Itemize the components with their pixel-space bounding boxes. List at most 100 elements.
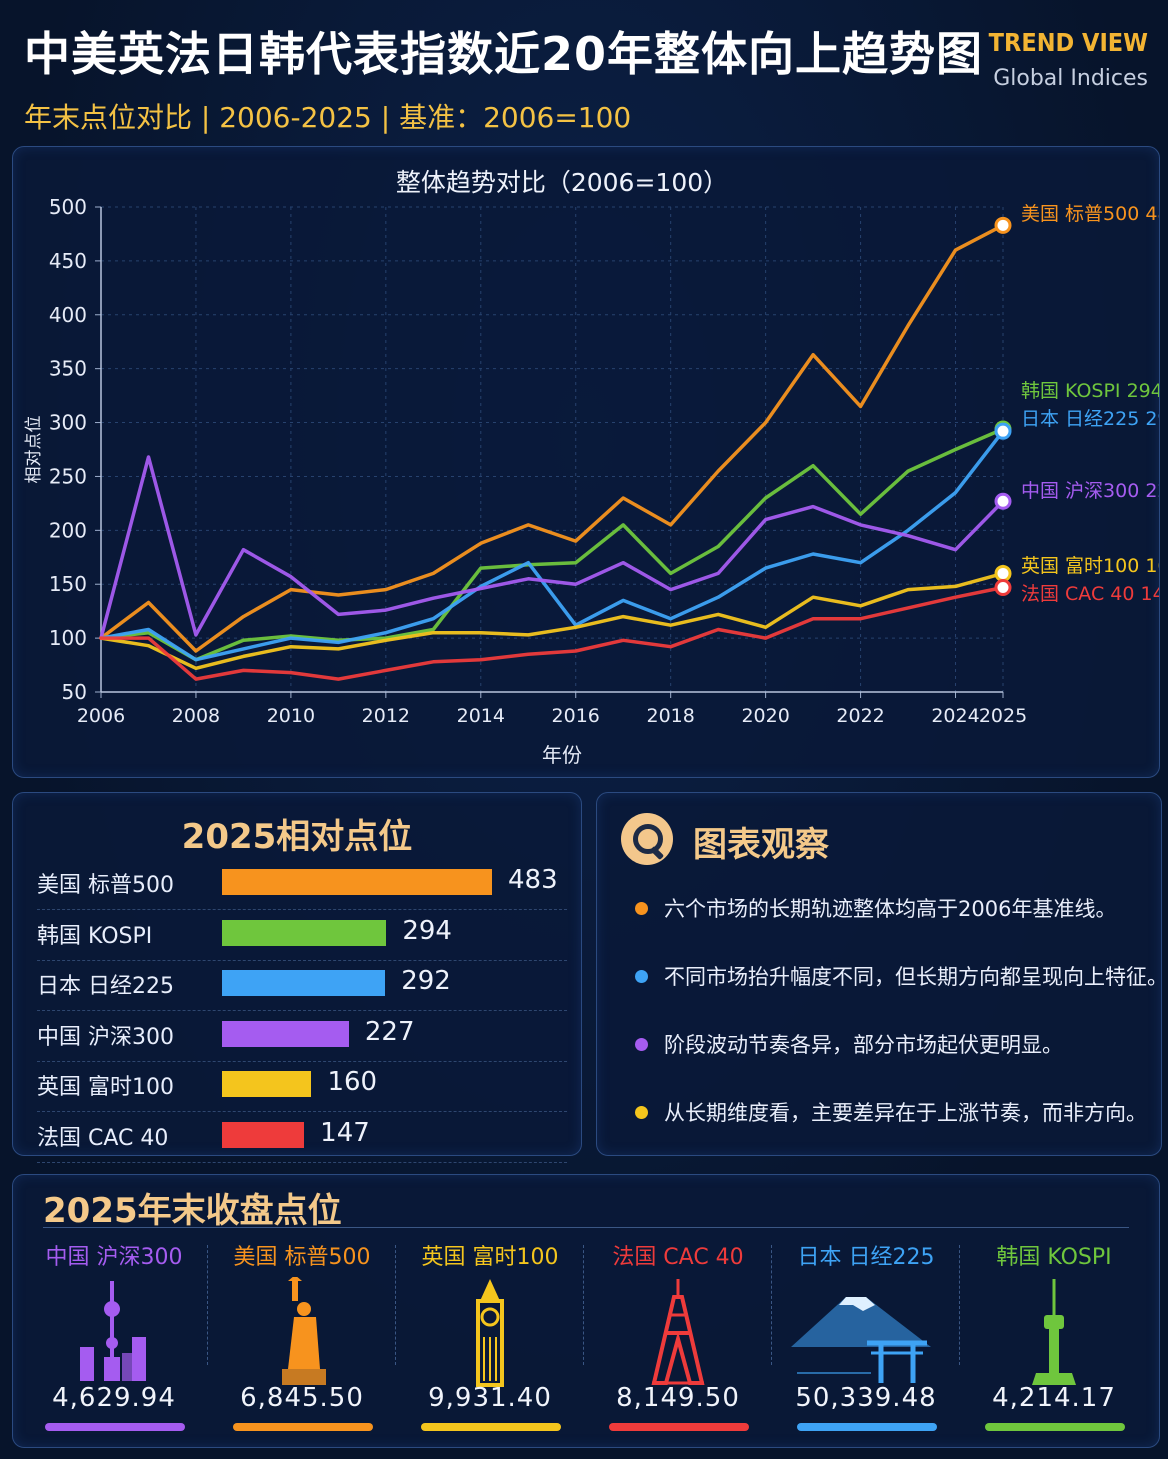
eiffel-tower-icon	[638, 1277, 718, 1393]
line-chart-panel: 整体趋势对比（2006=100） 50 100 150 200 250 300 350 400 4…	[12, 146, 1168, 778]
chart-title: 整体趋势对比（2006=100）	[396, 168, 728, 197]
series-end-label: 英国 富时100 160	[1021, 555, 1159, 577]
closing-value-card: 韩国 KOSPI 4,214.17	[961, 1233, 1147, 1439]
closing-value-card: 法国 CAC 40 8,149.50	[585, 1233, 771, 1439]
observation-item: 从长期维度看，主要差异在于上涨节奏，而非方向。	[635, 1097, 1155, 1127]
card-separator	[583, 1245, 585, 1365]
y-tick-label: 50	[62, 680, 87, 704]
x-tick-label: 2006	[77, 705, 125, 727]
bar-label: 法国 CAC 40	[37, 1126, 169, 1151]
observation-text: 从长期维度看，主要差异在于上涨节奏，而非方向。	[664, 1101, 1147, 1125]
bar-value: 160	[327, 1067, 378, 1098]
series-end-label: 美国 标普500 483	[1021, 203, 1159, 225]
observation-item: 六个市场的长期轨迹整体均高于2006年基准线。	[635, 893, 1155, 923]
bar-value: 294	[402, 915, 452, 946]
bar-row: 日本 日经225 292	[37, 960, 567, 1012]
bar-fill	[222, 1020, 349, 1047]
x-tick-label: 2020	[741, 705, 789, 727]
closing-value: 4,629.94	[52, 1383, 176, 1413]
relative-level-panel: 2025相对点位 美国 标普500 483 韩国 KOSPI 294 日本 日经225 2…	[12, 792, 582, 1163]
bullet-dot-icon	[635, 1037, 648, 1051]
seoul-tower-icon	[1014, 1277, 1094, 1393]
observation-title: 图表观察	[693, 825, 829, 865]
x-tick-label: 2025	[979, 705, 1027, 727]
x-tick-label: 2018	[647, 705, 695, 727]
y-axis-label: 相对点位	[24, 416, 44, 484]
series-end-label: 日本 日经225 292	[1021, 408, 1159, 430]
y-tick-label: 250	[49, 464, 87, 488]
accent-underline	[45, 1423, 185, 1431]
series-end-point	[994, 422, 1012, 440]
series-line	[99, 223, 1005, 653]
closing-value: 8,149.50	[616, 1383, 740, 1413]
line-chart: 整体趋势对比（2006=100） 50 100 150 200 250 300 350 400 4…	[24, 168, 1168, 767]
series-line	[99, 585, 1005, 681]
y-tick-label: 100	[49, 626, 87, 650]
closing-value: 6,845.50	[240, 1383, 364, 1413]
statue-of-liberty-icon	[262, 1275, 342, 1393]
observation-item: 阶段波动节奏各异，部分市场起伏更明显。	[635, 1029, 1155, 1059]
x-tick-label: 2016	[552, 705, 600, 727]
bar-value: 147	[320, 1118, 370, 1148]
bar-label: 日本 日经225	[37, 974, 174, 1000]
y-tick-label: 300	[49, 411, 87, 435]
series-line	[99, 429, 1005, 662]
series-line	[99, 571, 1005, 671]
series-end-label: 法国 CAC 40 147	[1021, 583, 1159, 605]
bar-value: 292	[401, 966, 451, 997]
closing-value: 9,931.40	[428, 1383, 552, 1413]
closing-value: 50,339.48	[795, 1383, 937, 1413]
y-tick-label: 350	[49, 357, 87, 381]
bar-fill	[222, 869, 492, 895]
series-end-label: 中国 沪深300 227	[1021, 480, 1159, 502]
bar-value: 483	[508, 865, 558, 895]
bar-row: 韩国 KOSPI 294	[37, 910, 567, 961]
index-name: 韩国 KOSPI	[996, 1245, 1112, 1270]
closing-value-card: 英国 富时100 9,931.40	[397, 1233, 583, 1439]
accent-underline	[233, 1423, 373, 1431]
brand-subtitle: Global Indices	[993, 66, 1148, 91]
bar-row: 英国 富时100 160	[37, 1061, 567, 1113]
x-tick-label: 2008	[172, 705, 220, 727]
bar-label: 中国 沪深300	[37, 1024, 174, 1050]
y-tick-label: 400	[49, 303, 87, 327]
series-end-point	[994, 492, 1012, 510]
accent-underline	[609, 1423, 749, 1431]
bar-row: 中国 沪深300 227	[37, 1011, 567, 1062]
index-name: 美国 标普500	[233, 1245, 371, 1270]
big-ben-icon	[450, 1277, 530, 1393]
series-end-label: 韩国 KOSPI 294	[1021, 380, 1159, 402]
y-tick-label: 150	[49, 572, 87, 596]
y-tick-label: 450	[49, 249, 87, 273]
observation-text: 不同市场抬升幅度不同，但长期方向都呈现向上特征。	[664, 965, 1168, 989]
series-line	[99, 455, 1005, 640]
observation-panel: 图表观察 六个市场的长期轨迹整体均高于2006年基准线。不同市场抬升幅度不同，但…	[596, 792, 1168, 1156]
bar-fill	[222, 970, 386, 997]
observation-text: 阶段波动节奏各异，部分市场起伏更明显。	[664, 1033, 1063, 1057]
brand-title: TREND VIEW	[988, 28, 1148, 57]
bar-fill	[222, 1071, 312, 1098]
closing-divider	[43, 1227, 1129, 1228]
bar-label: 英国 富时100	[37, 1075, 174, 1101]
x-tick-label: 2014	[457, 705, 505, 727]
card-separator	[395, 1245, 397, 1365]
accent-underline	[985, 1423, 1125, 1431]
observation-text: 六个市场的长期轨迹整体均高于2006年基准线。	[664, 897, 1117, 921]
page-subtitle: 年末点位对比 | 2006-2025 | 基准：2006=100	[24, 101, 632, 134]
index-name: 法国 CAC 40	[612, 1245, 744, 1270]
closing-values-title: 2025年末收盘点位	[43, 1191, 342, 1231]
bullet-dot-icon	[635, 969, 648, 983]
x-axis-label: 年份	[542, 743, 582, 767]
accent-underline	[797, 1423, 937, 1431]
y-tick-label: 500	[49, 195, 87, 219]
closing-value-card: 美国 标普500 6,845.50	[209, 1233, 395, 1439]
mount-fuji-torii-icon	[791, 1277, 931, 1393]
x-tick-label: 2012	[362, 705, 410, 727]
bar-fill	[222, 919, 387, 946]
card-separator	[959, 1245, 961, 1365]
bar-row: 法国 CAC 40 147	[37, 1112, 567, 1163]
x-tick-label: 2010	[267, 705, 315, 727]
bar-row: 美国 标普500 483	[37, 859, 567, 910]
bullet-dot-icon	[635, 1105, 648, 1119]
series-end-point	[994, 564, 1012, 582]
